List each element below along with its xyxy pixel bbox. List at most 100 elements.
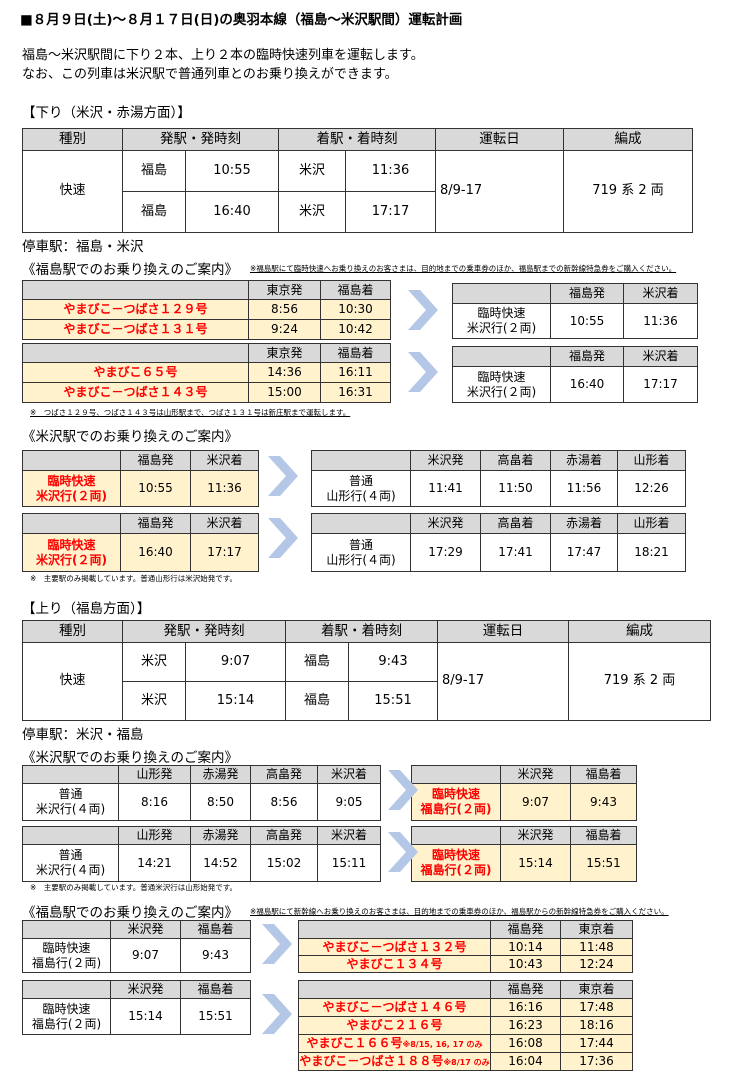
train-note: ※8/15, 16, 17 のみ (402, 1040, 483, 1049)
time-cell: 16:31 (320, 382, 391, 403)
up-timetable: 種別 発駅・発時刻 着駅・着時刻 運転日 編成 快速 米沢 9:07 福島 9:… (22, 620, 711, 721)
table-row: 普通 米沢行(４両) 14:21 14:52 15:02 15:11 (22, 844, 381, 882)
dep-time: 16:40 (185, 191, 279, 233)
train-name-highlighted: やまびこ－つばさ１８８号※8/17 のみ (298, 1052, 491, 1071)
down-stops: 停車駅：福島・米沢 (22, 239, 144, 255)
header-blank (22, 280, 249, 300)
transfer-table: 米沢発 高畠着 赤湯着 山形着 普通 山形行(４両) 11:41 11:50 11:56 12:… (311, 450, 686, 507)
time-cell: 17:36 (560, 1052, 633, 1071)
up-fukushima-transfer-heading: 《福島駅でのお乗り換えのご案内》 (22, 905, 238, 921)
header-cell: 東京発 (248, 343, 321, 363)
table-row: やまびこ－つばさ１２９号 8:56 10:30 (22, 299, 391, 320)
train-name-highlighted: やまびこ１３４号 (298, 955, 491, 973)
transfer-table: 福島発 東京着 やまびこ－つばさ１３２号 10:14 11:48 やまびこ１３４号 10:4… (298, 920, 633, 973)
arr-station: 福島 (285, 642, 349, 682)
header-cell: 山形着 (617, 513, 686, 534)
arrow-right-icon (388, 770, 418, 810)
train-name: 普通 米沢行(４両) (22, 844, 119, 882)
dep-time: 10:55 (185, 150, 279, 192)
table-row: 臨時快速 米沢行(２両) 16:40 17:17 (22, 533, 259, 572)
header-blank (311, 513, 411, 534)
header-cell: 山形発 (118, 765, 191, 784)
header-blank (22, 765, 119, 784)
table-row: 臨時快速 米沢行(２両) 10:55 11:36 (22, 470, 259, 507)
time-cell: 15:14 (110, 998, 181, 1035)
train-name-text: 臨時快速 福島行(２両) (420, 787, 492, 816)
intro-line: 福島～米沢駅間に下り２本、上り２本の臨時快速列車を運転します。 (22, 48, 424, 63)
time-cell: 15:51 (180, 998, 251, 1035)
page-title: ■８月９日(土)～８月１７日(日)の奥羽本線（福島～米沢駅間）運転計画 (20, 12, 463, 28)
header-blank (411, 765, 501, 784)
train-type: 快速 (22, 642, 123, 721)
header-cell: 福島発 (550, 346, 624, 367)
header-cell: 赤湯着 (550, 450, 618, 471)
header-cell: 東京発 (248, 280, 321, 300)
header-cell: 山形発 (118, 826, 191, 845)
arrow-right-icon (262, 994, 292, 1034)
dep-time: 9:07 (185, 642, 286, 682)
down-fukushima-transfer-note: ※福島駅にて臨時快速へお乗り換えのお客さまは、目的地までの乗車券のほか、福島駅ま… (250, 264, 677, 273)
up-yonezawa-transfer-heading: 《米沢駅でのお乗り換えのご案内》 (22, 750, 238, 766)
table-row: 臨時快速 米沢行(２両) 16:40 17:17 (452, 366, 698, 403)
time-cell: 11:41 (410, 470, 481, 507)
train-name-text: 普通 米沢行(４両) (35, 787, 106, 816)
header-departure: 発駅・発時刻 (122, 128, 279, 151)
header-cell: 東京着 (560, 920, 633, 939)
train-name: 臨時快速 福島行(２両) (22, 998, 111, 1035)
transfer-table: 東京発 福島着 やまびこ－つばさ１２９号 8:56 10:30 やまびこ－つばさ１３１号 9… (22, 280, 391, 340)
train-name-text: やまびこ１３４号 (346, 956, 443, 971)
down-footnote-2: ※ 主要駅のみ掲載しています。普通山形行は米沢始発です。 (30, 574, 238, 583)
header-departure: 発駅・発時刻 (122, 620, 286, 643)
time-cell: 16:23 (490, 1016, 561, 1035)
header-cell: 福島着 (320, 280, 391, 300)
transfer-table: 米沢発 福島着 臨時快速 福島行(２両) 9:07 9:43 (22, 920, 251, 973)
train-name-text: 臨時快速 福島行(２両) (31, 1001, 102, 1031)
train-name: 臨時快速 米沢行(２両) (452, 303, 551, 339)
header-cell: 福島発 (120, 450, 191, 471)
header-cell: 福島着 (570, 826, 637, 845)
header-cell: 福島着 (180, 980, 251, 999)
header-cell: 米沢発 (500, 765, 571, 784)
time-cell: 16:04 (490, 1052, 561, 1071)
header-cell: 東京着 (560, 980, 633, 999)
down-timetable: 種別 発駅・発時刻 着駅・着時刻 運転日 編成 快速 福島 10:55 米沢 1… (22, 128, 693, 233)
dep-station: 米沢 (122, 642, 186, 682)
arrow-right-icon (268, 518, 298, 558)
arr-time: 15:51 (348, 681, 438, 721)
time-cell: 17:17 (623, 366, 698, 403)
time-cell: 16:16 (490, 998, 561, 1017)
up-stops: 停車駅：米沢・福島 (22, 727, 144, 743)
transfer-table: 山形発 赤湯発 高畠発 米沢着 普通 米沢行(４両) 8:16 8:50 8:56 9:05 (22, 765, 381, 821)
train-name-highlighted: やまびこ－つばさ１４３号 (22, 382, 249, 403)
dep-station: 福島 (122, 191, 186, 233)
dep-time: 15:14 (185, 681, 286, 721)
time-cell: 9:43 (180, 938, 251, 973)
transfer-table: 福島発 米沢着 臨時快速 米沢行(２両) 16:40 17:17 (452, 346, 698, 403)
time-cell: 16:40 (120, 533, 191, 572)
train-name-text: 普通 山形行(４両) (326, 537, 396, 567)
transfer-table: 山形発 赤湯発 高畠発 米沢着 普通 米沢行(４両) 14:21 14:52 15:02 15:… (22, 826, 381, 882)
table-row: やまびこ－つばさ１３２号 10:14 11:48 (298, 938, 633, 956)
header-cell: 高畠着 (480, 450, 551, 471)
table-row: 臨時快速 福島行(２両) 9:07 9:43 (411, 783, 637, 821)
train-name-text: やまびこ２１６号 (346, 1018, 443, 1032)
header-cell: 米沢着 (623, 346, 698, 367)
time-cell: 11:48 (560, 938, 633, 956)
train-name-highlighted: やまびこ１６６号※8/15, 16, 17 のみ (298, 1034, 491, 1053)
operation-dates: 8/9-17 (437, 642, 569, 721)
train-note: ※8/17 のみ (443, 1058, 490, 1067)
train-name-text: 臨時快速 福島行(２両) (31, 940, 102, 970)
transfer-table: 米沢発 福島着臨時快速 福島行(２両) 15:14 15:51 (22, 980, 251, 1035)
header-cell: 福島着 (570, 765, 637, 784)
header-type: 種別 (22, 620, 123, 643)
time-cell: 11:56 (550, 470, 618, 507)
transfer-table: 米沢発 福島着 臨時快速 福島行(２両) 9:07 9:43 (411, 765, 637, 821)
dep-station: 福島 (122, 150, 186, 192)
time-cell: 15:51 (570, 844, 637, 882)
time-cell: 17:44 (560, 1034, 633, 1053)
down-fukushima-transfer-heading: 《福島駅でのお乗り換えのご案内》 (22, 262, 238, 278)
header-cell: 福島発 (550, 283, 624, 304)
table-row: やまびこ－つばさ１３１号 9:24 10:42 (22, 319, 391, 340)
header-cell: 米沢発 (110, 980, 181, 999)
